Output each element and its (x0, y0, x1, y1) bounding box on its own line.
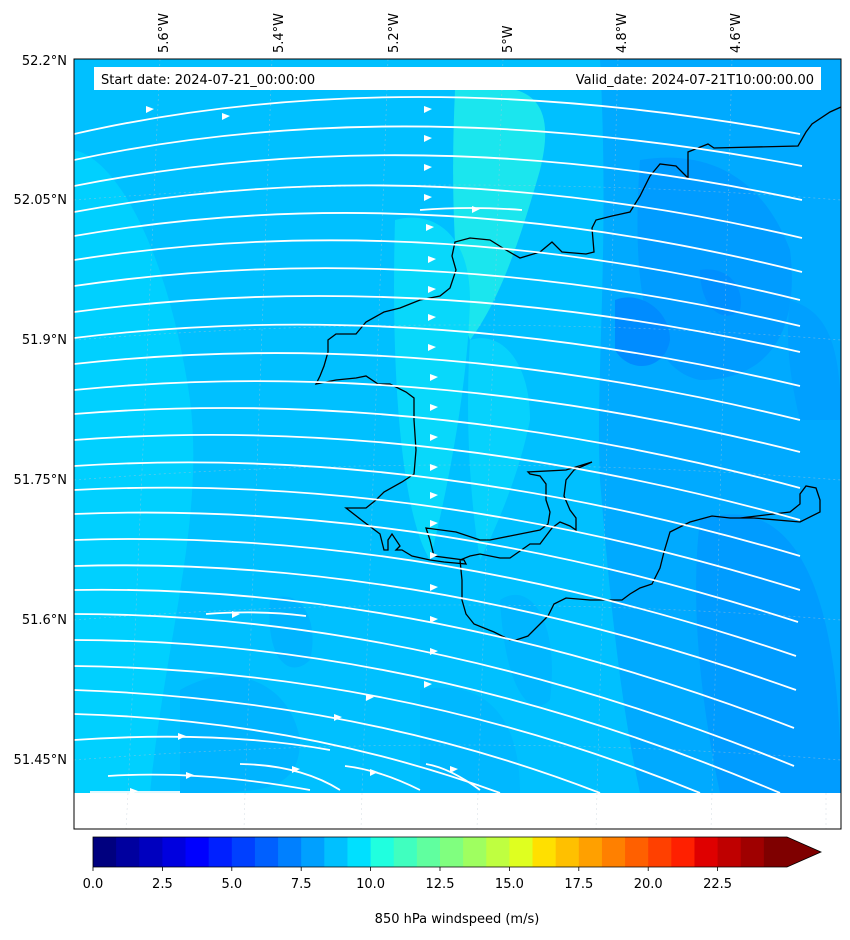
lat-label: 51.45°N (14, 753, 67, 768)
colorbar-extend-arrow (787, 837, 821, 867)
colorbar-segment (278, 837, 302, 867)
colorbar-tick-label: 15.0 (495, 877, 524, 892)
lat-label: 51.9°N (22, 333, 67, 348)
coastline (314, 106, 841, 641)
lat-label: 52.05°N (14, 193, 67, 208)
wind-field (74, 59, 841, 793)
colorbar-segment (231, 837, 256, 867)
colorbar-segment (254, 837, 279, 867)
streamlines (74, 96, 803, 793)
colorbar-segment (393, 837, 418, 867)
colorbar-tick-label: 20.0 (634, 877, 663, 892)
colorbar-segment (93, 837, 117, 867)
colorbar-segment (648, 837, 672, 867)
colorbar-tick-label: 17.5 (564, 877, 593, 892)
valid-date-text: Valid_date: 2024-07-21T10:00:00.00 (576, 73, 814, 88)
map-frame (73, 58, 842, 830)
colorbar-segment (324, 837, 349, 867)
colorbar-tick-label: 10.0 (356, 877, 385, 892)
colorbar-segment (208, 837, 233, 867)
colorbar-segment (162, 837, 187, 867)
colorbar (92, 836, 822, 868)
colorbar-segment (116, 837, 140, 867)
lon-label: 4.6°W (729, 13, 744, 53)
colorbar-tick-label: 5.0 (221, 877, 242, 892)
colorbar-segment (532, 837, 557, 867)
colorbar-segment (347, 837, 372, 867)
header-box (94, 67, 821, 90)
colorbar-segment (578, 837, 603, 867)
colorbar-segment (440, 837, 464, 867)
lat-label: 51.6°N (22, 613, 67, 628)
colorbar-label: 850 hPa windspeed (m/s) (375, 912, 540, 927)
lon-label: 4.8°W (615, 13, 630, 53)
colorbar-segment (301, 837, 325, 867)
start-date-text: Start date: 2024-07-21_00:00:00 (101, 73, 315, 88)
lon-label: 5.6°W (157, 13, 172, 53)
colorbar-segment (416, 837, 441, 867)
latitude-labels: 52.2°N 52.05°N 51.9°N 51.75°N 51.6°N 51.… (14, 54, 67, 768)
colorbar-tick-label: 22.5 (703, 877, 732, 892)
colorbar-segment (740, 837, 765, 867)
colorbar-tick-label: 0.0 (83, 877, 104, 892)
map-margin (74, 793, 841, 829)
colorbar-segment (625, 837, 649, 867)
longitude-labels: 5.6°W 5.4°W 5.2°W 5°W 4.8°W 4.6°W (157, 13, 744, 53)
streamline-arrows (130, 106, 480, 793)
colorbar-segment (694, 837, 719, 867)
colorbar-segment (671, 837, 696, 867)
colorbar-segment (185, 837, 210, 867)
colorbar-segment (717, 837, 742, 867)
colorbar-tick-label: 12.5 (426, 877, 455, 892)
lon-label: 5°W (501, 25, 516, 53)
colorbar-segment (763, 837, 788, 867)
colorbar-segment (370, 837, 395, 867)
colorbar-segment (555, 837, 580, 867)
colorbar-segment (509, 837, 534, 867)
lon-label: 5.2°W (387, 13, 402, 53)
colorbar-ticks: 0.0 2.5 5.0 7.5 10.0 12.5 15.0 17.5 20.0 22.5 (83, 867, 732, 892)
colorbar-segment (601, 837, 626, 867)
lat-label: 52.2°N (22, 54, 67, 69)
colorbar-outline (92, 836, 822, 868)
colorbar-segment (486, 837, 510, 867)
colorbar-tick-label: 2.5 (152, 877, 173, 892)
lat-label: 51.75°N (14, 473, 67, 488)
colorbar-tick-label: 7.5 (291, 877, 312, 892)
lon-label: 5.4°W (272, 13, 287, 53)
colorbar-segment (139, 837, 163, 867)
colorbar-segment (463, 837, 487, 867)
